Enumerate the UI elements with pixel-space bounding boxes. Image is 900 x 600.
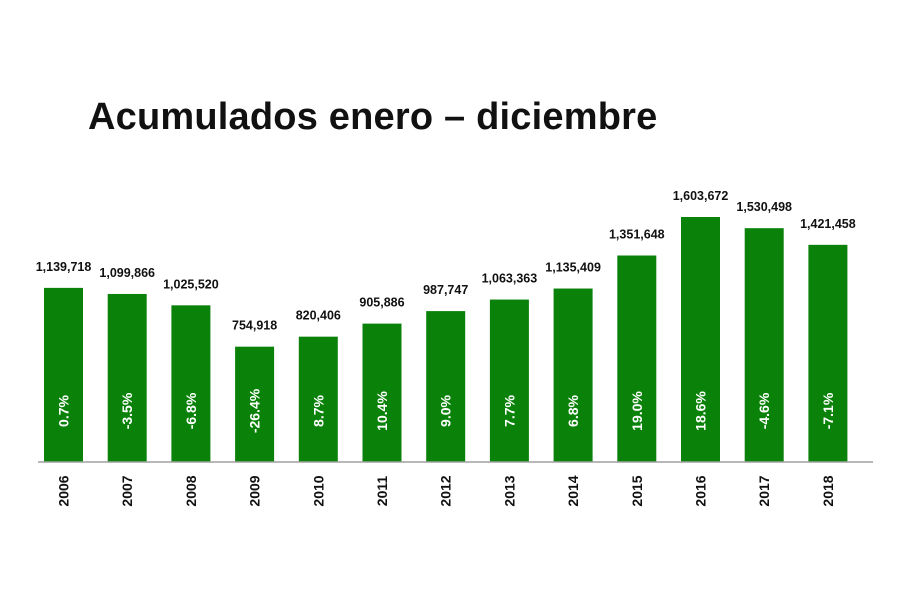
bar-2006 (44, 287, 83, 462)
pct-label-2014: 6.8% (565, 394, 581, 426)
year-label-2017: 2017 (756, 475, 772, 506)
bar-2018 (808, 244, 848, 462)
value-label-2009: 754,918 (232, 319, 277, 333)
value-label-2011: 905,886 (359, 296, 404, 310)
value-label-2013: 1,063,363 (482, 272, 538, 286)
chart-title: Acumulados enero – diciembre (88, 96, 658, 138)
bar-2016 (681, 217, 720, 462)
bar-2011 (362, 323, 402, 462)
value-label-2016: 1,603,672 (673, 189, 729, 203)
year-label-2006: 2006 (56, 475, 72, 506)
pct-label-2017: -4.6% (756, 392, 772, 429)
year-label-2016: 2016 (693, 475, 709, 506)
bar-2014 (553, 288, 593, 462)
pct-label-2006: 0.7% (56, 394, 72, 426)
bar-2009 (235, 346, 275, 462)
bar-2012 (426, 311, 466, 462)
pct-label-2015: 19.0% (629, 391, 645, 431)
pct-label-2009: -26.4% (247, 388, 263, 433)
year-label-2008: 2008 (183, 475, 199, 506)
value-label-2018: 1,421,458 (800, 217, 856, 231)
bar-2007 (107, 293, 147, 462)
value-label-2010: 820,406 (296, 309, 341, 323)
pct-label-2011: 10.4% (374, 391, 390, 431)
year-label-2015: 2015 (629, 475, 645, 506)
pct-label-2018: -7.1% (820, 392, 836, 429)
bar-2015 (617, 255, 657, 462)
year-label-2018: 2018 (820, 475, 836, 506)
value-label-2015: 1,351,648 (609, 228, 665, 242)
year-label-2011: 2011 (374, 476, 390, 507)
year-label-2012: 2012 (438, 475, 454, 506)
value-label-2014: 1,135,409 (545, 261, 601, 275)
year-label-2014: 2014 (565, 475, 581, 506)
pct-label-2010: 8.7% (310, 394, 326, 426)
value-label-2007: 1,099,866 (99, 266, 155, 280)
pct-label-2007: -3.5% (119, 392, 135, 429)
bar-2017 (744, 228, 784, 462)
pct-label-2008: -6.8% (183, 392, 199, 429)
bars-layer (44, 217, 848, 462)
pct-label-2016: 18.6% (693, 391, 709, 431)
year-label-2010: 2010 (310, 475, 326, 506)
value-label-2006: 1,139,718 (36, 260, 92, 274)
bar-2010 (298, 336, 338, 462)
year-label-2013: 2013 (501, 475, 517, 506)
year-label-2007: 2007 (119, 475, 135, 506)
pct-label-2012: 9.0% (438, 394, 454, 426)
value-label-2008: 1,025,520 (163, 277, 219, 291)
year-label-2009: 2009 (247, 475, 263, 506)
labels-layer: 1,139,718 0.7% 2006 1,099,866 -3.5% 2007 1,025… (36, 189, 856, 507)
bar-2013 (489, 299, 529, 462)
pct-label-2013: 7.7% (501, 394, 517, 426)
value-label-2012: 987,747 (423, 283, 468, 297)
bar-2008 (171, 305, 211, 462)
value-label-2017: 1,530,498 (736, 200, 792, 214)
